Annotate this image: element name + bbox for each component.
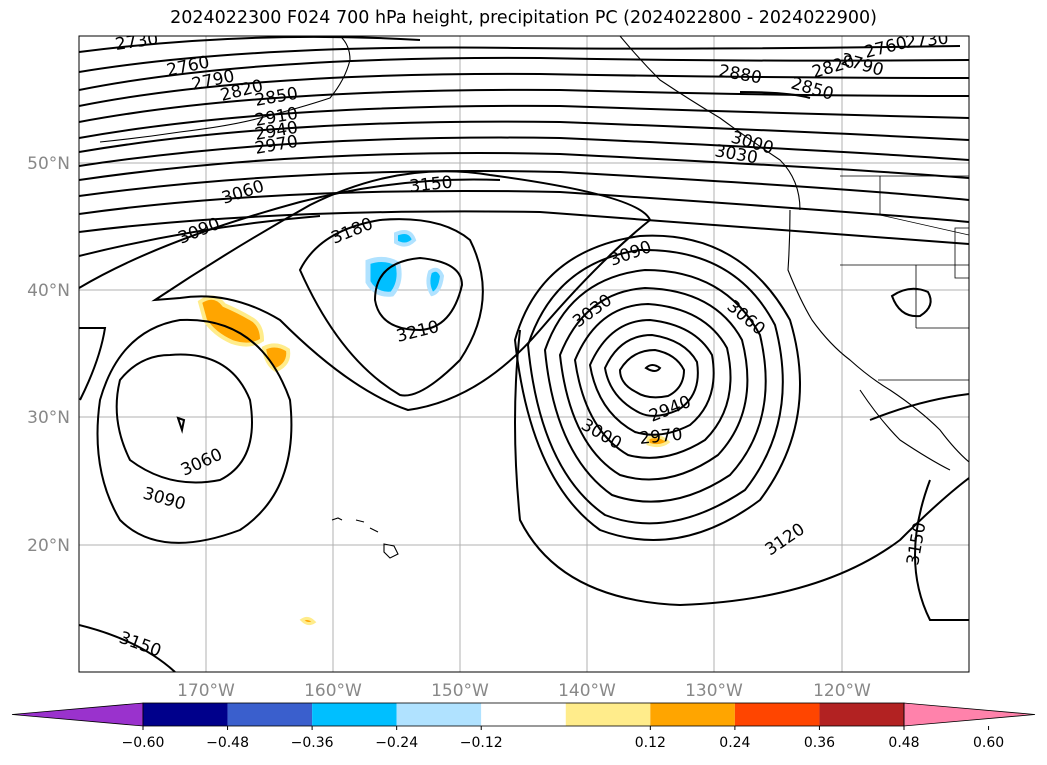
contour: [869, 393, 969, 421]
colorbar: −0.60 −0.48 −0.36 −0.24 −0.12 0.12 0.24 0.36 0.4…: [11, 702, 1036, 751]
contour: [79, 189, 969, 223]
lat-label: 40°N: [27, 281, 70, 301]
coastline-alaska: [99, 36, 351, 143]
contour-label: 2730: [114, 29, 160, 55]
height-contours: [79, 36, 969, 672]
contour: [890, 287, 932, 318]
contour: [79, 36, 421, 53]
colorbar-segment: [650, 703, 735, 726]
map-title: 2024022300 F024 700 hPa height, precipit…: [170, 8, 877, 28]
contour: [79, 104, 969, 139]
colorbar-outline: [142, 702, 905, 727]
contour: [79, 178, 501, 289]
coastlines: [99, 36, 969, 559]
contour: [914, 479, 969, 621]
coastline-baja: [859, 389, 951, 471]
contour: [298, 218, 484, 397]
contour: [739, 91, 811, 99]
lat-label: 50°N: [27, 154, 70, 174]
contour-label: 2970: [638, 425, 683, 449]
contour-label: 2730: [904, 29, 949, 53]
colorbar-segment: [143, 703, 228, 726]
colorbar-label: −0.12: [460, 735, 503, 751]
contour: [115, 353, 253, 484]
contour: [79, 136, 969, 167]
contour-label: 3150: [408, 173, 453, 197]
colorbar-segment: [396, 703, 482, 726]
contour: [79, 170, 969, 201]
borders: [840, 175, 969, 381]
lon-label: 140°W: [558, 681, 616, 701]
colorbar-segment: [481, 703, 566, 726]
colorbar-extend-high: [903, 702, 1036, 727]
contour: [618, 348, 686, 399]
hawaii-islands: [331, 517, 399, 559]
contour: [644, 364, 662, 372]
contour: [573, 302, 732, 459]
map-frame: [78, 35, 970, 673]
colorbar-label: −0.24: [375, 735, 418, 751]
colorbar-segment: [227, 703, 313, 726]
contour: [79, 152, 969, 181]
precip-area-2: [261, 343, 291, 373]
lon-label: 130°W: [685, 681, 743, 701]
colorbar-label: 0.12: [635, 735, 666, 751]
contour: [558, 286, 749, 481]
contour: [79, 210, 969, 245]
lat-label: 20°N: [27, 536, 70, 556]
colorbar-segment: [565, 703, 651, 726]
lon-label: 150°W: [431, 681, 489, 701]
border-box: [954, 227, 969, 279]
contour: [176, 416, 186, 434]
contour: [514, 329, 969, 607]
colorbar-label: 0.60: [973, 735, 1004, 751]
contour: [513, 234, 801, 541]
contour: [96, 318, 293, 544]
colorbar-extend-low: [11, 702, 144, 727]
precip-area-6: [646, 435, 671, 448]
longitude-axis: 170°W 160°W 150°W 140°W 130°W 120°W: [177, 681, 871, 701]
coastline-us-west: [787, 209, 969, 463]
precip-area-4: [394, 230, 417, 247]
contour: [79, 88, 969, 123]
colorbar-label: −0.60: [122, 735, 165, 751]
contour: [603, 333, 699, 417]
contour: [79, 215, 321, 257]
contour: [79, 45, 961, 73]
colorbar-label: −0.48: [206, 735, 249, 751]
colorbar-label: 0.48: [888, 735, 919, 751]
precip-area-5: [426, 267, 445, 297]
latitude-axis: 50°N 40°N 30°N 20°N: [27, 154, 70, 556]
contour: [588, 318, 715, 436]
map-background: [79, 36, 969, 672]
colorbar-label: −0.36: [291, 735, 334, 751]
precip-area-1: [197, 295, 265, 347]
contour: [151, 170, 652, 412]
lon-label: 170°W: [177, 681, 235, 701]
contour: [79, 327, 107, 401]
contour: [79, 120, 969, 153]
contour: [526, 248, 784, 525]
colorbar-label: 0.24: [719, 735, 750, 751]
coastline-bc: [619, 36, 801, 211]
lat-label: 30°N: [27, 408, 70, 428]
contour: [373, 256, 464, 332]
contour: [79, 72, 969, 107]
contour: [79, 624, 176, 672]
precip-area-7: [299, 616, 317, 626]
colorbar-segment: [312, 703, 397, 726]
colorbar-label: 0.36: [804, 735, 835, 751]
lon-label: 160°W: [304, 681, 362, 701]
colorbar-segment: [819, 703, 904, 726]
contour: [543, 268, 767, 503]
colorbar-segment: [734, 703, 820, 726]
contour: [79, 56, 969, 91]
lon-label: 120°W: [813, 681, 871, 701]
